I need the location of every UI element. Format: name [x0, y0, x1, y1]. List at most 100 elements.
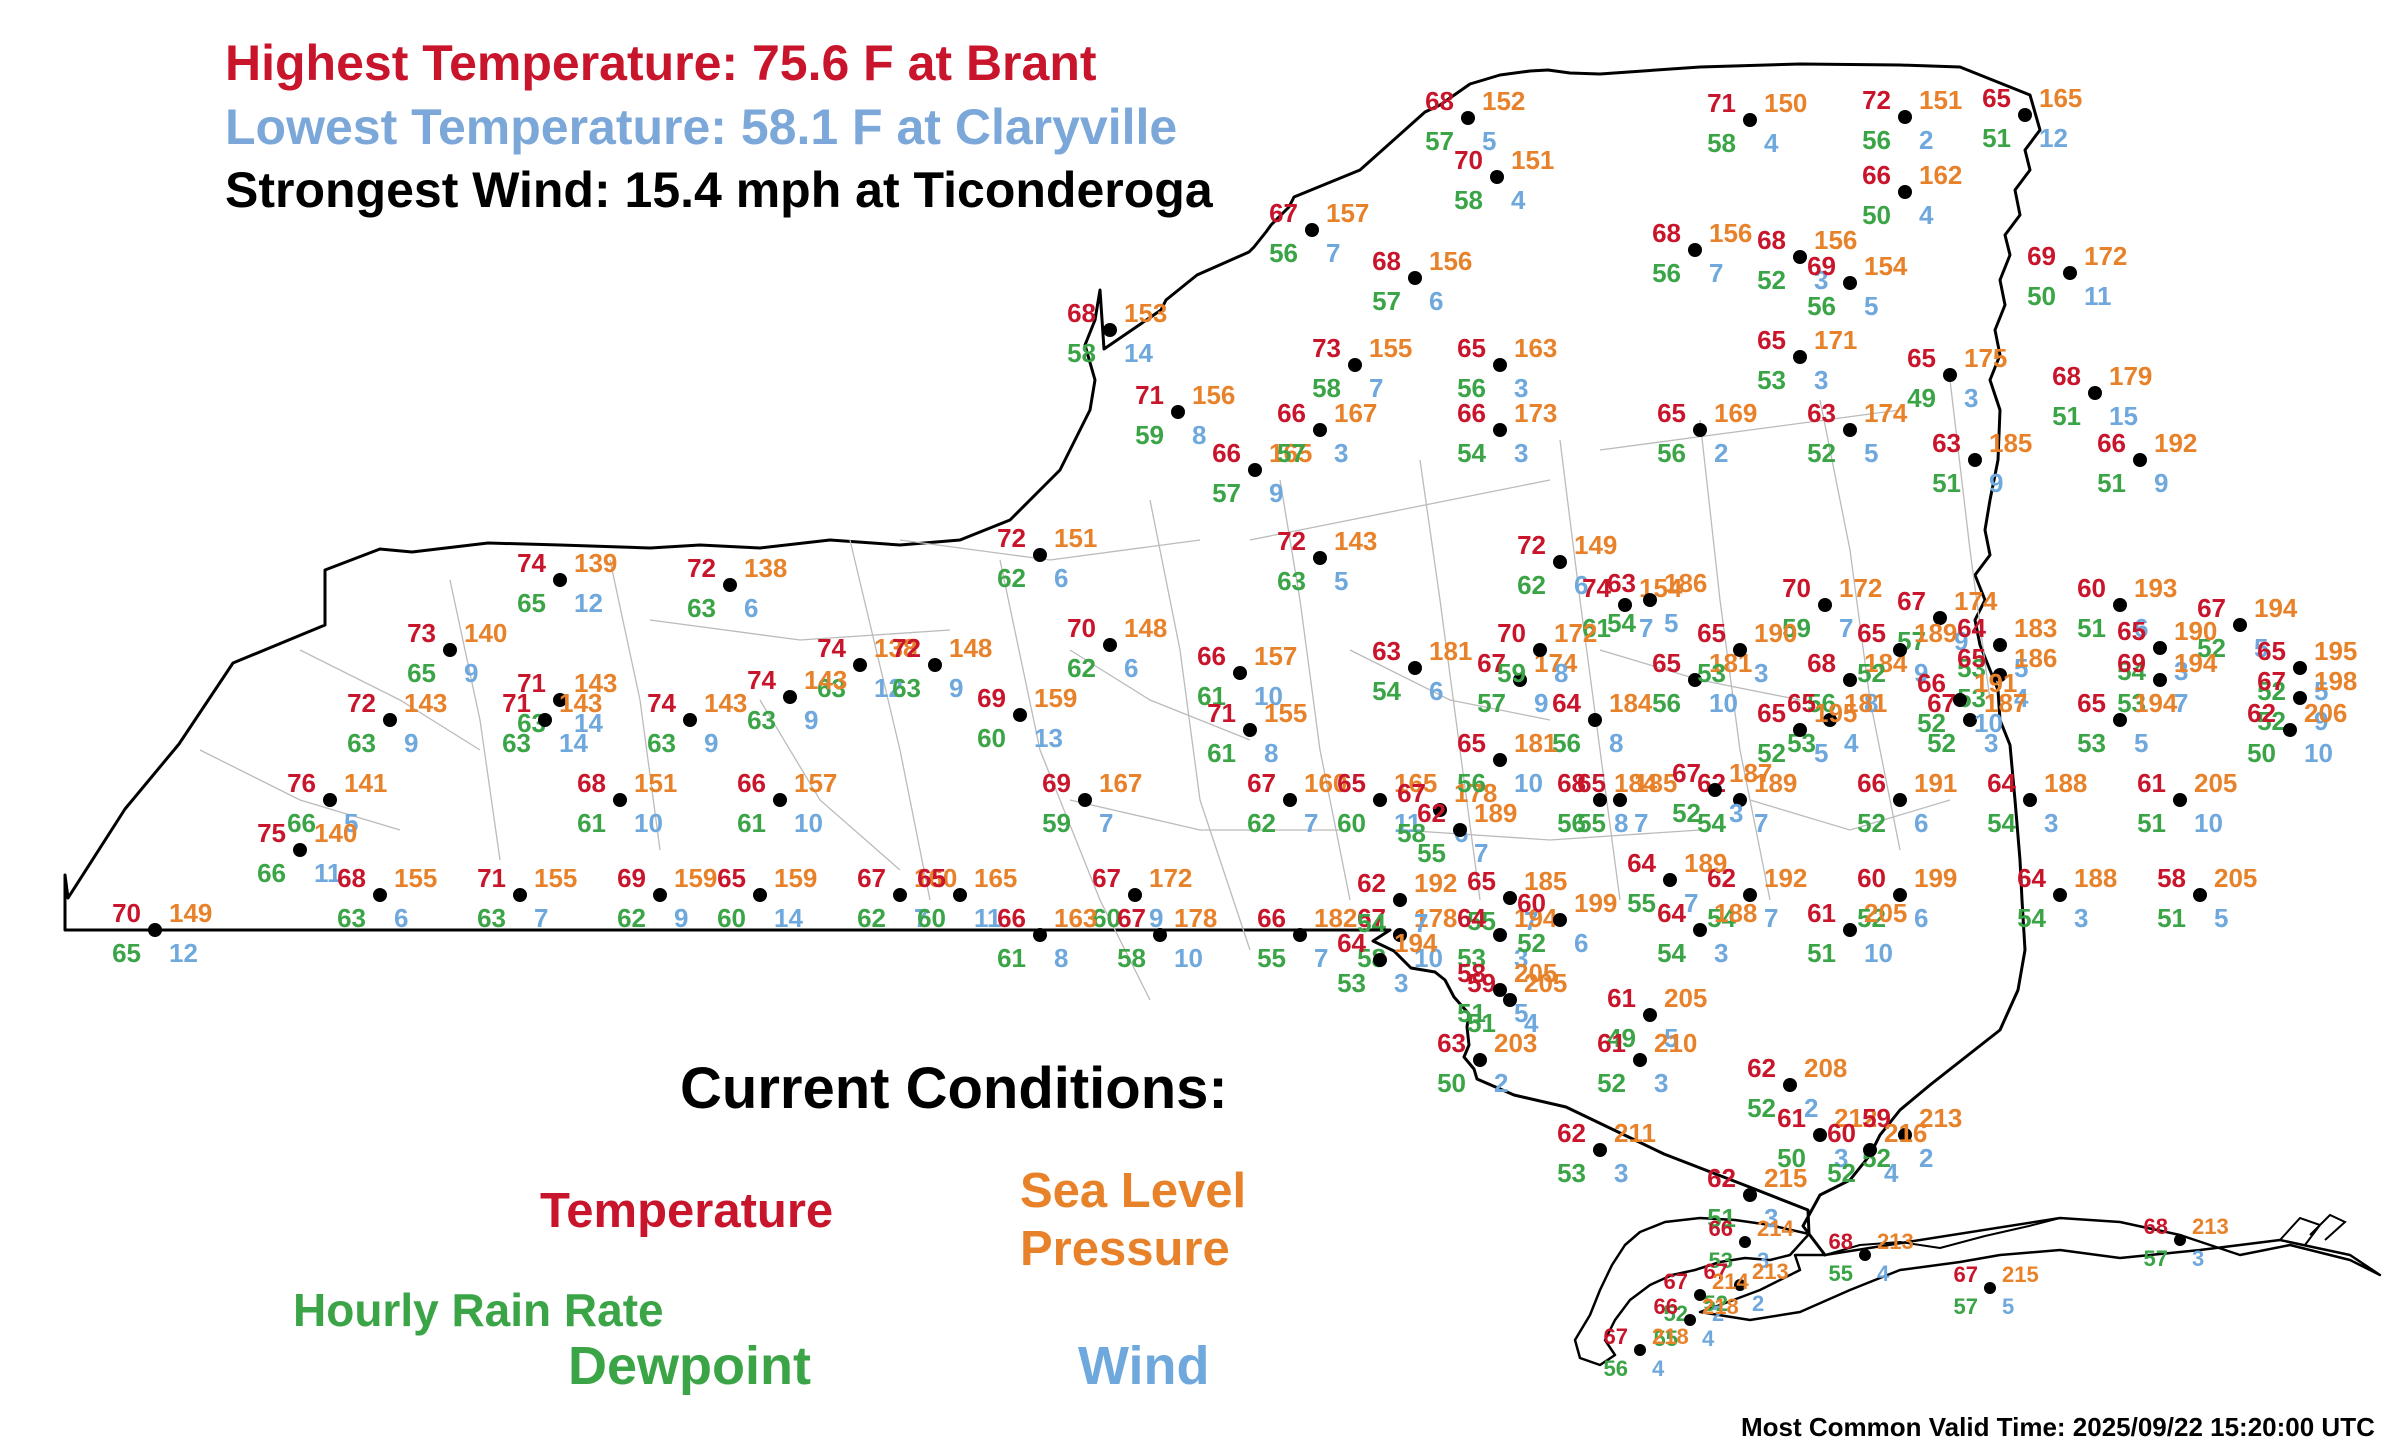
- svg-text:68: 68: [1652, 218, 1681, 248]
- svg-text:7: 7: [1326, 238, 1340, 268]
- svg-text:60: 60: [1827, 1118, 1856, 1148]
- svg-text:71: 71: [477, 863, 506, 893]
- svg-text:3: 3: [1334, 438, 1348, 468]
- svg-text:52: 52: [1827, 1158, 1856, 1188]
- svg-text:6: 6: [744, 593, 758, 623]
- svg-text:54: 54: [1697, 808, 1726, 838]
- svg-text:159: 159: [774, 863, 817, 893]
- svg-text:67: 67: [1664, 1269, 1688, 1294]
- svg-text:65: 65: [917, 863, 946, 893]
- svg-text:50: 50: [2247, 738, 2276, 768]
- svg-text:64: 64: [1627, 848, 1656, 878]
- svg-text:65: 65: [517, 588, 546, 618]
- svg-text:5: 5: [2214, 903, 2228, 933]
- svg-text:52: 52: [1757, 265, 1786, 295]
- svg-text:7: 7: [1709, 258, 1723, 288]
- svg-text:75: 75: [257, 818, 286, 848]
- svg-text:65: 65: [1457, 728, 1486, 758]
- svg-text:184: 184: [1614, 768, 1658, 798]
- svg-text:156: 156: [1429, 246, 1472, 276]
- svg-text:66: 66: [1277, 398, 1306, 428]
- svg-text:172: 172: [2084, 241, 2127, 271]
- svg-text:210: 210: [1654, 1028, 1697, 1058]
- svg-text:183: 183: [2014, 613, 2057, 643]
- svg-text:59: 59: [1497, 658, 1526, 688]
- svg-text:191: 191: [1914, 768, 1957, 798]
- svg-text:74: 74: [517, 548, 546, 578]
- svg-text:194: 194: [2254, 593, 2298, 623]
- svg-text:2: 2: [1804, 1093, 1818, 1123]
- svg-text:7: 7: [1684, 888, 1698, 918]
- svg-text:4: 4: [1919, 200, 1934, 230]
- svg-text:66: 66: [257, 858, 286, 888]
- svg-text:9: 9: [2154, 468, 2168, 498]
- svg-text:140: 140: [314, 818, 357, 848]
- svg-text:195: 195: [2314, 636, 2357, 666]
- svg-text:64: 64: [1337, 928, 1366, 958]
- svg-text:52: 52: [1597, 1068, 1626, 1098]
- svg-text:192: 192: [1414, 868, 1457, 898]
- svg-text:3: 3: [1729, 798, 1743, 828]
- svg-text:68: 68: [2144, 1214, 2168, 1239]
- svg-text:3: 3: [1514, 438, 1528, 468]
- svg-text:61: 61: [1607, 983, 1636, 1013]
- svg-text:74: 74: [747, 665, 776, 695]
- svg-text:58: 58: [2157, 863, 2186, 893]
- svg-text:3: 3: [1714, 938, 1728, 968]
- svg-text:62: 62: [1357, 868, 1386, 898]
- svg-text:5: 5: [2134, 728, 2148, 758]
- svg-text:193: 193: [2134, 573, 2177, 603]
- svg-text:7: 7: [1839, 613, 1853, 643]
- svg-text:9: 9: [804, 705, 818, 735]
- svg-text:181: 181: [1514, 728, 1557, 758]
- svg-text:58: 58: [1707, 128, 1736, 158]
- svg-text:64: 64: [1552, 688, 1581, 718]
- svg-text:167: 167: [1334, 398, 1377, 428]
- svg-text:69: 69: [2027, 241, 2056, 271]
- svg-text:56: 56: [1457, 768, 1486, 798]
- svg-text:205: 205: [1664, 983, 1707, 1013]
- svg-text:194: 194: [1394, 928, 1438, 958]
- svg-text:208: 208: [1804, 1053, 1847, 1083]
- svg-text:6: 6: [394, 903, 408, 933]
- svg-text:194: 194: [2174, 648, 2218, 678]
- svg-text:72: 72: [892, 633, 921, 663]
- svg-text:162: 162: [1919, 160, 1962, 190]
- svg-text:15: 15: [2109, 401, 2138, 431]
- svg-text:61: 61: [1207, 738, 1236, 768]
- svg-text:54: 54: [2017, 903, 2046, 933]
- svg-text:155: 155: [1369, 333, 1412, 363]
- svg-text:70: 70: [1782, 573, 1811, 603]
- svg-text:63: 63: [687, 593, 716, 623]
- svg-text:54: 54: [1372, 676, 1401, 706]
- svg-text:138: 138: [744, 553, 787, 583]
- svg-text:68: 68: [1067, 298, 1096, 328]
- svg-text:185: 185: [1989, 428, 2032, 458]
- svg-text:64: 64: [1957, 613, 1986, 643]
- svg-text:191: 191: [1974, 668, 2017, 698]
- svg-text:174: 174: [1954, 586, 1998, 616]
- svg-text:62: 62: [1557, 1118, 1586, 1148]
- svg-text:190: 190: [2174, 616, 2217, 646]
- svg-text:53: 53: [1557, 1158, 1586, 1188]
- svg-text:65: 65: [1467, 866, 1496, 896]
- svg-text:63: 63: [347, 728, 376, 758]
- svg-text:5: 5: [2002, 1294, 2014, 1319]
- svg-text:181: 181: [1429, 636, 1472, 666]
- svg-text:172: 172: [1554, 618, 1597, 648]
- svg-text:151: 151: [1054, 523, 1097, 553]
- svg-text:56: 56: [1557, 808, 1586, 838]
- svg-text:66: 66: [1857, 768, 1886, 798]
- svg-text:143: 143: [559, 688, 602, 718]
- svg-text:9: 9: [704, 728, 718, 758]
- svg-text:67: 67: [1604, 1324, 1628, 1349]
- svg-text:155: 155: [534, 863, 577, 893]
- svg-text:69: 69: [977, 683, 1006, 713]
- svg-text:159: 159: [674, 863, 717, 893]
- svg-text:52: 52: [1517, 928, 1546, 958]
- svg-text:66: 66: [1862, 160, 1891, 190]
- svg-text:63: 63: [1807, 398, 1836, 428]
- svg-text:51: 51: [2157, 903, 2186, 933]
- svg-text:68: 68: [1557, 768, 1586, 798]
- svg-text:190: 190: [1754, 618, 1797, 648]
